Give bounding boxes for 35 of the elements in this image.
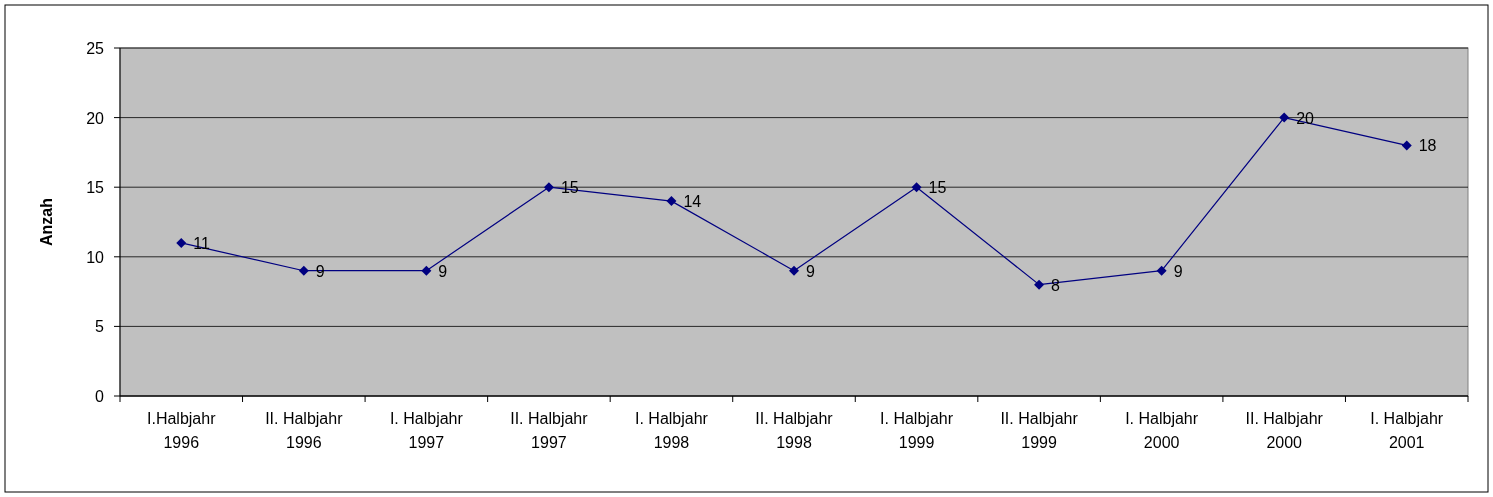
- y-tick-label: 25: [86, 40, 105, 57]
- y-tick-label: 10: [86, 248, 105, 266]
- y-tick-label: 15: [86, 179, 105, 197]
- point: [666, 196, 677, 207]
- point: [1401, 140, 1412, 151]
- x-tick-label: I. Halbjahr 2001: [1370, 410, 1444, 451]
- x-tick-label: I. Halbjahr 1997: [389, 410, 464, 451]
- point: [1034, 279, 1045, 290]
- x-tick-label: II. Halbjahr 2000: [1245, 410, 1324, 451]
- point: [421, 265, 432, 276]
- data-label: 9: [806, 262, 815, 280]
- x-tick-label: II. Halbjahr 1997: [510, 410, 589, 451]
- point: [298, 265, 309, 276]
- x-tick-label: II. Halbjahr 1998: [755, 410, 834, 451]
- point: [1156, 265, 1167, 276]
- y-axis-title: Anzah: [38, 198, 55, 246]
- y-tick-label: 20: [86, 109, 105, 127]
- data-label: 14: [683, 193, 702, 211]
- point: [543, 182, 554, 193]
- data-label: 9: [438, 262, 448, 280]
- data-label: 18: [1418, 137, 1437, 155]
- x-tick-label: I.Halbjahr 1996: [147, 410, 217, 451]
- point: [789, 265, 799, 276]
- x-tick-label: II. Halbjahr 1996: [265, 410, 344, 451]
- data-label: 15: [928, 179, 947, 197]
- x-tick-label: I. Halbjahr 1999: [880, 410, 954, 451]
- y-tick-label: 5: [95, 318, 105, 336]
- point: [1279, 112, 1290, 123]
- data-label: 9: [1173, 262, 1183, 280]
- point: [176, 237, 187, 248]
- y-tick-label: 0: [95, 388, 105, 405]
- x-tick-label: I. Halbjahr 2000: [1125, 410, 1199, 451]
- x-tick-label: II. Halbjahr 1999: [1000, 410, 1079, 451]
- point: [911, 182, 922, 193]
- x-tick-label: I. Halbjahr 1998: [634, 410, 709, 451]
